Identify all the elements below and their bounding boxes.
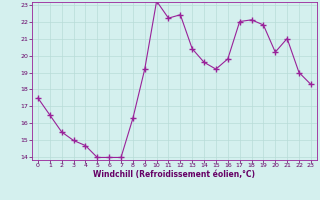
X-axis label: Windchill (Refroidissement éolien,°C): Windchill (Refroidissement éolien,°C)	[93, 170, 255, 179]
